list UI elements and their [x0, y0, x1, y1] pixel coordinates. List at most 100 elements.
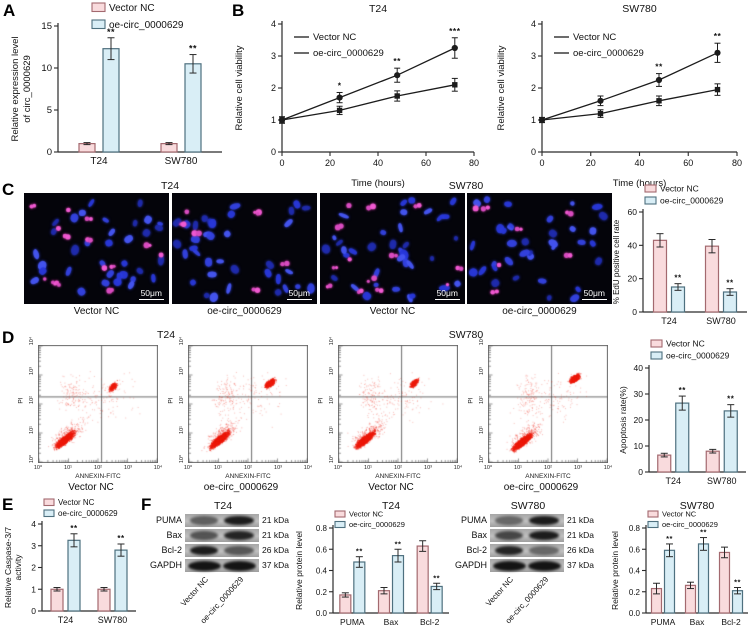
significance-stars: **: [189, 44, 197, 54]
flow-y-tick-label: 10³: [329, 366, 335, 375]
panel-label-a: A: [3, 1, 16, 20]
panel-e-caspase-bar-chart: 0 1 2 3 4 Relative Caspase-3/7 activity T24 ** SW…: [3, 498, 144, 631]
legend-label: oe-circ_0000629: [662, 520, 718, 529]
x-tick-label: 60: [683, 158, 693, 168]
flow-x-tick-label: 10¹: [514, 465, 522, 471]
blot-lane-strip: [490, 529, 564, 542]
flow-x-tick-label: 10⁴: [303, 465, 313, 471]
x-tick-label: 0: [279, 158, 284, 168]
legend-label: Vector NC: [666, 339, 705, 349]
protein-label: PUMA: [460, 515, 487, 525]
legend-label: oe-circ_0000629: [109, 20, 184, 31]
significance-stars: **: [727, 395, 735, 404]
y-axis-title: Relative expression level: [10, 36, 21, 141]
protein-band: [224, 515, 254, 526]
legend-swatch: [647, 510, 659, 518]
series-line: [281, 84, 455, 121]
flow-y-tick-label: 10⁰: [479, 454, 485, 464]
y-tick-label: 2: [531, 83, 536, 93]
flow-y-tick-label: 10⁰: [29, 454, 35, 464]
significance-stars: **: [714, 31, 722, 41]
y-tick-label: 0: [632, 307, 637, 317]
y-tick-label: 15: [41, 21, 52, 32]
protein-label: Bax: [471, 530, 487, 540]
bar: [684, 584, 697, 614]
y-axis-title: Relative Caspase-3/7: [4, 527, 13, 609]
y-tick-label: 0.2: [316, 588, 328, 597]
flow-y-tick-label: 10¹: [179, 425, 185, 434]
category-label: SW780: [707, 476, 737, 486]
legend-swatch: [644, 184, 657, 193]
legend-swatch: [334, 510, 346, 518]
flow-x-axis-title: ANNEXIN-FITC: [525, 473, 571, 480]
marker-square: [394, 93, 400, 99]
significance-stars: **: [655, 62, 663, 72]
significance-stars: **: [395, 539, 402, 548]
marker-square: [714, 86, 721, 93]
chart-title: SW780: [680, 500, 715, 512]
flow-plot-t24-vector-nc: Vector NC PI ANNEXIN-FITC 10⁰ 10¹ 10² 10³ 10⁴ 1…: [16, 337, 166, 495]
flow-x-tick-label: 10²: [394, 465, 402, 471]
protein-band: [190, 545, 218, 556]
marker-square: [656, 98, 662, 104]
edu-fluorescence-canvas: [172, 193, 317, 304]
marker-circle: [714, 49, 721, 56]
legend-swatch: [91, 19, 106, 30]
marker-square: [336, 107, 343, 114]
flow-y-tick-label: 10³: [479, 366, 485, 375]
marker-circle: [394, 72, 401, 79]
y-tick-label: 3: [31, 541, 36, 551]
category-label: Bax: [384, 617, 399, 627]
molecular-weight-label: 21 kDa: [262, 530, 289, 540]
significance-stars: **: [70, 524, 78, 533]
flow-y-tick-label: 10³: [179, 366, 185, 375]
marker-circle: [336, 94, 343, 101]
flow-x-axis-title: ANNEXIN-FITC: [225, 473, 271, 480]
blot-row: GAPDH 37 kDa: [148, 559, 303, 572]
x-tick-label: 80: [469, 158, 479, 168]
panel-c-group-title-sw780: SW780: [448, 180, 484, 192]
legend-label: Vector NC: [58, 498, 95, 507]
flow-y-tick-label: 10³: [29, 366, 35, 375]
flow-x-tick-label: 10⁰: [333, 465, 343, 471]
panel-label-d: D: [2, 328, 15, 347]
protein-band: [493, 560, 526, 571]
significance-stars: **: [666, 534, 673, 543]
flow-x-axis-title: ANNEXIN-FITC: [75, 473, 121, 480]
significance-stars: **: [107, 27, 115, 37]
lane-label: Vector NC: [483, 575, 515, 609]
legend-label: oe-circ_0000629: [58, 509, 118, 518]
flow-y-tick-label: 10²: [329, 396, 335, 404]
bar: [675, 402, 690, 473]
flow-scatter-canvas: [338, 345, 458, 463]
flow-x-tick-label: 10⁰: [483, 465, 493, 471]
molecular-weight-label: 21 kDa: [567, 530, 594, 540]
legend-label: Vector NC: [662, 510, 697, 519]
y-tick-label: 4: [271, 19, 276, 29]
flow-y-tick-label: 10¹: [479, 425, 485, 434]
protein-band: [495, 545, 523, 556]
bar: [114, 549, 128, 612]
y-tick-label: 1: [31, 584, 36, 594]
y-axis-title: Relative protein level: [294, 531, 304, 610]
chart-title: T24: [382, 500, 400, 512]
blot-lane-strip: [185, 559, 259, 572]
series-line: [541, 52, 718, 121]
edu-image-label: Vector NC: [369, 306, 416, 317]
protein-label: Bcl-2: [466, 545, 487, 555]
significance-stars: *: [338, 80, 342, 90]
category-label: Bcl-2: [721, 617, 741, 627]
flow-plot-sw780-oe-circ: oe-circ_0000629 PI ANNEXIN-FITC 10⁰ 10¹ 10² 1…: [466, 337, 616, 495]
chart-title: T24: [369, 3, 387, 15]
y-axis-title: activity: [13, 554, 23, 581]
marker-square: [452, 82, 458, 88]
flow-x-axis-title: ANNEXIN-FITC: [375, 473, 421, 480]
protein-band: [190, 516, 218, 525]
protein-label: Bax: [166, 530, 182, 540]
flow-y-axis-title: PI: [167, 397, 175, 404]
category-label: PUMA: [340, 617, 365, 627]
legend-label: oe-circ_0000629: [660, 196, 724, 206]
protein-label: GAPDH: [454, 560, 487, 570]
flow-x-tick-label: 10²: [94, 465, 102, 471]
panel-label-b: B: [232, 1, 245, 20]
